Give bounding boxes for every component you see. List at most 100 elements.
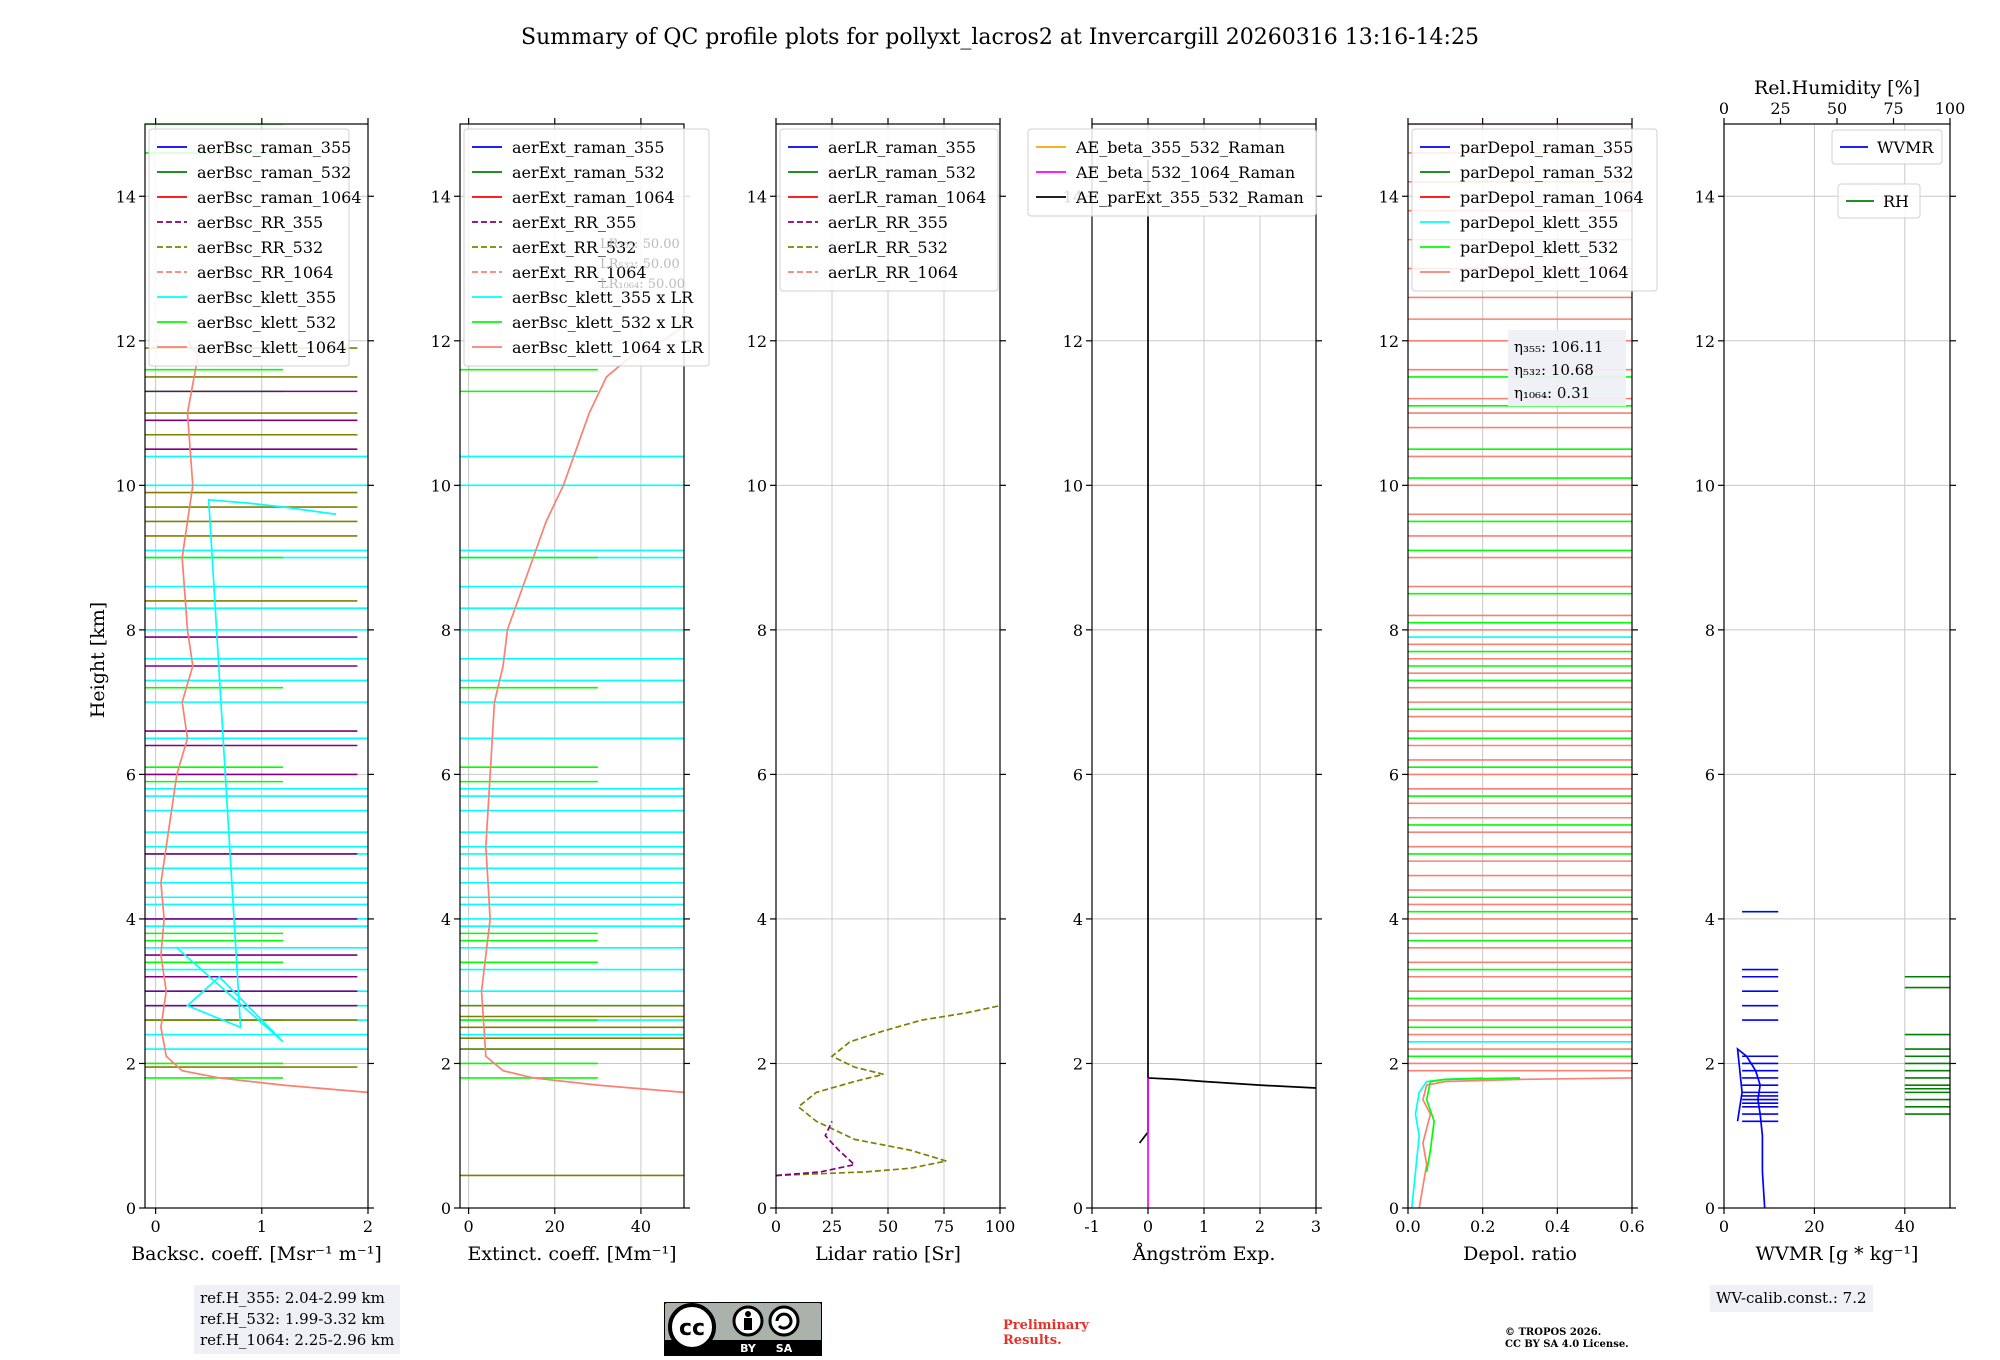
wv-calibration-box: WV-calib.const.: 7.2 bbox=[1710, 1285, 1873, 1312]
ref-height-355: ref.H_355: 2.04-2.99 km bbox=[200, 1289, 385, 1307]
top-x-tick-label: 100 bbox=[1935, 99, 1966, 118]
top-x-axis-label: Rel.Humidity [%] bbox=[1754, 77, 1920, 99]
legend-label: parDepol_raman_355 bbox=[1460, 138, 1633, 157]
x-axis-label: Extinct. coeff. [Mm⁻¹] bbox=[467, 1243, 676, 1265]
sa-label: SA bbox=[776, 1342, 793, 1355]
legend-label: AE_beta_355_532_Raman bbox=[1075, 138, 1285, 157]
legend-label: parDepol_klett_532 bbox=[1460, 238, 1618, 257]
y-tick-label: 10 bbox=[431, 476, 451, 495]
y-tick-label: 4 bbox=[126, 910, 136, 929]
y-tick-label: 6 bbox=[1389, 765, 1399, 784]
y-tick-label: 10 bbox=[1063, 476, 1083, 495]
y-tick-label: 6 bbox=[1705, 765, 1715, 784]
x-tick-label: 0.4 bbox=[1545, 1217, 1570, 1236]
y-tick-label: 2 bbox=[757, 1054, 767, 1073]
lidar-ratio-annotation: LR₅₃₂: 50.00 bbox=[600, 257, 680, 272]
plot-area-lr bbox=[776, 1004, 1000, 1177]
eta-label: η₃₅₅: 106.11 bbox=[1514, 338, 1603, 356]
x-tick-label: 2 bbox=[363, 1217, 373, 1236]
copyright-note: © TROPOS 2026. CC BY SA 4.0 License. bbox=[1505, 1327, 1629, 1351]
ref-height-532: ref.H_532: 1.99-3.32 km bbox=[200, 1310, 385, 1328]
legend-label: WVMR bbox=[1877, 138, 1934, 157]
eta-label: η₁₀₆₄: 0.31 bbox=[1514, 384, 1590, 402]
reference-height-box: ref.H_355: 2.04-2.99 km ref.H_532: 1.99-… bbox=[194, 1285, 401, 1354]
ref-height-1064: ref.H_1064: 2.25-2.96 km bbox=[200, 1331, 395, 1349]
y-tick-label: 6 bbox=[1073, 765, 1083, 784]
y-tick-label: 14 bbox=[747, 187, 767, 206]
x-axis-label: Ångström Exp. bbox=[1132, 1243, 1276, 1265]
eta-label: η₅₃₂: 10.68 bbox=[1514, 361, 1594, 379]
by-label: BY bbox=[740, 1342, 757, 1355]
legend-label: aerBsc_klett_355 x LR bbox=[512, 288, 694, 307]
x-tick-label: 1 bbox=[257, 1217, 267, 1236]
x-tick-label: 20 bbox=[1804, 1217, 1824, 1236]
legend-label: aerBsc_klett_532 x LR bbox=[512, 313, 694, 332]
x-tick-label: -1 bbox=[1084, 1217, 1100, 1236]
plot-area-ext bbox=[460, 325, 684, 1177]
y-tick-label: 0 bbox=[441, 1199, 451, 1218]
plot-area-bsc bbox=[145, 124, 368, 1094]
x-tick-label: 0 bbox=[151, 1217, 161, 1236]
y-tick-label: 8 bbox=[1073, 621, 1083, 640]
legend-label: parDepol_raman_1064 bbox=[1460, 188, 1644, 207]
y-tick-label: 8 bbox=[441, 621, 451, 640]
legend-WVMR: WVMR bbox=[1831, 129, 1943, 165]
axes-frame bbox=[144, 123, 369, 1209]
y-axis-label: Height [km] bbox=[87, 602, 109, 718]
series-aerLR_RR_355 bbox=[776, 1120, 857, 1177]
y-tick-label: 0 bbox=[1073, 1199, 1083, 1218]
eta-box-bg bbox=[1508, 330, 1626, 406]
top-x-tick-label: 0 bbox=[1719, 99, 1729, 118]
series-AE_parExt_355_532_Raman bbox=[1138, 160, 1316, 1144]
top-x-tick-label: 25 bbox=[1770, 99, 1790, 118]
legend-label: aerLR_raman_355 bbox=[828, 138, 976, 157]
x-tick-label: 0 bbox=[464, 1217, 474, 1236]
figure-title: Summary of QC profile plots for pollyxt_… bbox=[521, 25, 1479, 50]
legend-label: aerLR_raman_1064 bbox=[828, 188, 986, 207]
y-tick-label: 4 bbox=[441, 910, 451, 929]
x-tick-label: 0 bbox=[771, 1217, 781, 1236]
legend-box bbox=[463, 128, 710, 367]
legend-label: parDepol_klett_1064 bbox=[1460, 263, 1629, 282]
y-tick-label: 10 bbox=[116, 476, 136, 495]
copyright-line-2: CC BY SA 4.0 License. bbox=[1505, 1339, 1629, 1350]
y-tick-label: 8 bbox=[1705, 621, 1715, 640]
eta-calibration-box: η₃₅₅: 106.11 η₅₃₂: 10.68 η₁₀₆₄: 0.31 bbox=[1508, 330, 1626, 406]
legend-label: AE_parExt_355_532_Raman bbox=[1075, 188, 1304, 207]
legend-label: aerBsc_RR_532 bbox=[197, 238, 323, 257]
y-tick-label: 2 bbox=[441, 1054, 451, 1073]
y-tick-label: 0 bbox=[1389, 1199, 1399, 1218]
y-tick-label: 0 bbox=[757, 1199, 767, 1218]
axes-frame bbox=[1407, 123, 1633, 1209]
axes-frame bbox=[1723, 123, 1951, 1209]
legend-ae: AE_beta_355_532_Raman AE_beta_532_1064_Ra… bbox=[1027, 128, 1317, 217]
y-tick-label: 2 bbox=[1705, 1054, 1715, 1073]
y-tick-label: 2 bbox=[1073, 1054, 1083, 1073]
x-tick-label: 1 bbox=[1199, 1217, 1209, 1236]
legend-ext: aerExt_raman_355 aerExt_raman_532 aerExt_r… bbox=[463, 128, 710, 367]
lidar-ratio-annotation: LR₁₀₆₄: 50.00 bbox=[600, 277, 685, 292]
legend-label: aerBsc_raman_532 bbox=[197, 163, 351, 182]
y-tick-label: 0 bbox=[1705, 1199, 1715, 1218]
y-tick-label: 14 bbox=[116, 187, 136, 206]
x-tick-label: 100 bbox=[985, 1217, 1016, 1236]
x-tick-label: 0.6 bbox=[1619, 1217, 1644, 1236]
legend-label: aerExt_RR_1064 bbox=[512, 263, 647, 282]
y-tick-label: 12 bbox=[431, 332, 451, 351]
legend-label: aerExt_raman_1064 bbox=[512, 188, 675, 207]
x-tick-label: 3 bbox=[1311, 1217, 1321, 1236]
wv-calibration-constant: WV-calib.const.: 7.2 bbox=[1716, 1289, 1867, 1307]
legend-label: aerExt_raman_355 bbox=[512, 138, 665, 157]
y-tick-label: 8 bbox=[757, 621, 767, 640]
cc-by-sa-logo: cc BY SA bbox=[664, 1302, 822, 1356]
y-tick-label: 4 bbox=[757, 910, 767, 929]
preliminary-results-note: Preliminary Results. bbox=[1003, 1318, 1089, 1348]
legend-label: aerExt_RR_355 bbox=[512, 213, 636, 232]
y-tick-label: 12 bbox=[1695, 332, 1715, 351]
legend-RH: RH bbox=[1837, 183, 1921, 219]
legend-box bbox=[148, 128, 350, 367]
x-tick-label: 40 bbox=[1895, 1217, 1915, 1236]
y-tick-label: 10 bbox=[747, 476, 767, 495]
